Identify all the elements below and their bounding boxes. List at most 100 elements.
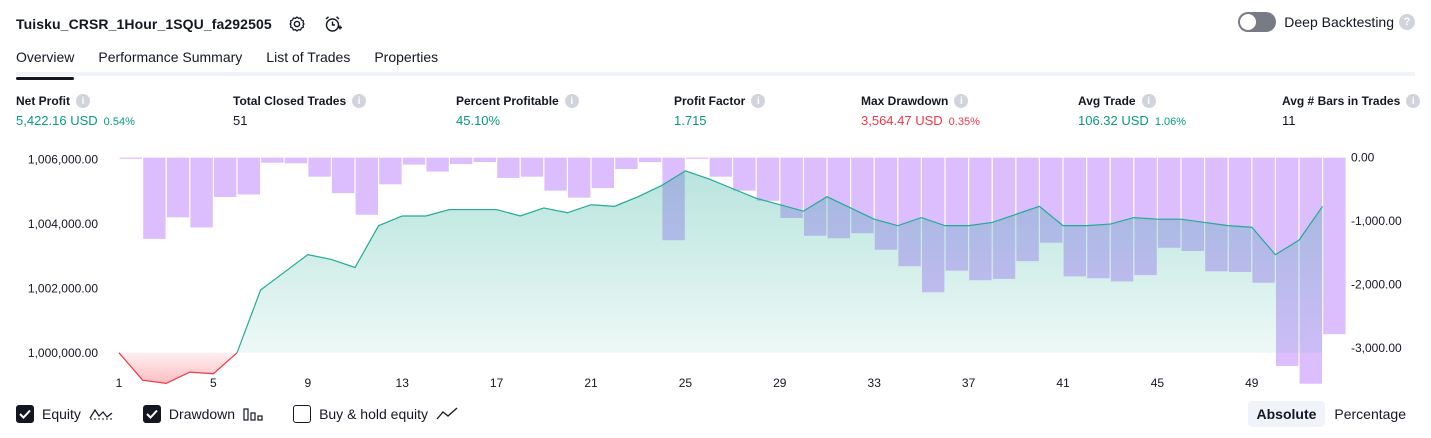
info-icon[interactable]: i xyxy=(1406,94,1421,108)
legend-label: Drawdown xyxy=(168,406,236,422)
legend-equity[interactable]: Equity xyxy=(16,405,113,423)
drawdown-bar xyxy=(332,157,355,194)
stat-value: 5,422.16 USD xyxy=(16,113,98,128)
stat-value: 11 xyxy=(1282,113,1296,128)
x-tick-label: 9 xyxy=(304,376,311,390)
legend-buy-hold-equity[interactable]: Buy & hold equity xyxy=(293,405,458,423)
tab-overview[interactable]: Overview xyxy=(16,44,75,80)
info-icon[interactable]: i xyxy=(751,94,766,108)
absolute-button[interactable]: Absolute xyxy=(1247,401,1326,427)
x-tick-label: 21 xyxy=(584,376,598,390)
drawdown-bar xyxy=(520,157,544,177)
drawdown-bar xyxy=(143,157,166,239)
x-tick-label: 1 xyxy=(116,376,123,390)
drawdown-bar xyxy=(237,157,260,195)
drawdown-bar xyxy=(544,157,567,191)
info-icon[interactable]: i xyxy=(954,94,969,108)
value-mode-switch: Absolute Percentage xyxy=(1247,401,1416,427)
stat-avg-bars-in-trades: Avg # Bars in Trades i 11 xyxy=(1282,94,1421,128)
x-tick-label: 13 xyxy=(396,376,410,390)
info-icon[interactable]: i xyxy=(1141,94,1156,108)
tab-list-of-trades[interactable]: List of Trades xyxy=(266,49,351,65)
right-tick-label: -2,000.00 xyxy=(1351,278,1402,292)
chart-legend: Equity Drawdown Buy & hold equity xyxy=(16,402,488,426)
info-icon[interactable]: i xyxy=(352,94,367,108)
stat-percent: 0.35% xyxy=(948,116,980,128)
percentage-button[interactable]: Percentage xyxy=(1334,406,1406,422)
stat-value: 51 xyxy=(233,113,248,128)
info-icon[interactable]: i xyxy=(76,94,90,108)
drawdown-bar xyxy=(355,157,378,215)
x-tick-label: 29 xyxy=(773,376,787,390)
x-tick-label: 33 xyxy=(868,376,882,390)
equity-profit-line xyxy=(236,170,1324,354)
checkbox-unchecked-icon[interactable] xyxy=(293,405,312,423)
right-axis: 0.00 -1,000.00 -2,000.00 -3,000.00 xyxy=(1351,151,1402,356)
drawdown-bar xyxy=(568,157,591,198)
stat-percent: 1.06% xyxy=(1154,116,1187,128)
help-icon[interactable]: ? xyxy=(1399,14,1415,30)
x-tick-label: 45 xyxy=(1151,376,1165,390)
stat-percent: 0.54% xyxy=(103,116,135,128)
info-icon[interactable]: i xyxy=(564,94,579,108)
left-tick-label: 1,004,000.00 xyxy=(28,217,98,231)
drawdown-bar xyxy=(780,157,803,218)
strategy-header: Tuisku_CRSR_1Hour_1SQU_fa292505 xyxy=(16,10,344,38)
deep-backtesting: Deep Backtesting ? xyxy=(1238,12,1415,32)
stats-row: Net Profit i 5,422.16 USD 0.54% Total Clos… xyxy=(16,94,1421,134)
stat-total-closed-trades: Total Closed Trades i 51 xyxy=(233,94,367,128)
deep-backtesting-toggle[interactable] xyxy=(1238,12,1277,32)
tab-properties[interactable]: Properties xyxy=(374,49,439,65)
stat-label: Max Drawdown xyxy=(861,94,949,108)
checkbox-checked-icon[interactable] xyxy=(142,405,161,423)
drawdown-bar xyxy=(686,157,709,159)
alarm-add-icon[interactable] xyxy=(322,13,344,35)
left-tick-label: 1,000,000.00 xyxy=(28,346,98,360)
drawdown-bar xyxy=(379,157,402,185)
drawdown-bar xyxy=(1323,157,1346,335)
x-axis: 1 5 9 13 17 21 25 29 33 37 41 45 49 xyxy=(116,376,1259,390)
drawdown-bar xyxy=(450,157,473,164)
buy-hold-line-icon xyxy=(436,407,458,421)
equity-drawdown-chart[interactable]: 1,006,000.00 1,004,000.00 1,002,000.00 1,00… xyxy=(0,140,1431,395)
drawdown-bar xyxy=(426,157,449,172)
drawdown-bar xyxy=(284,157,308,164)
strategy-title: Tuisku_CRSR_1Hour_1SQU_fa292505 xyxy=(16,16,272,32)
drawdown-bar xyxy=(733,157,756,191)
drawdown-bar xyxy=(591,157,614,189)
stat-label: Total Closed Trades xyxy=(233,94,347,108)
checkbox-checked-icon[interactable] xyxy=(16,405,34,423)
drawdown-bar xyxy=(402,157,426,165)
tab-bar: Overview Performance Summary List of Tra… xyxy=(16,44,1415,80)
drawdown-bars-icon xyxy=(243,407,263,421)
left-tick-label: 1,006,000.00 xyxy=(28,153,98,167)
drawdown-bar xyxy=(473,157,496,163)
equity-line-icon xyxy=(89,407,113,421)
drawdown-bar xyxy=(119,157,142,159)
stat-profit-factor: Profit Factor i 1.715 xyxy=(674,94,766,128)
stat-avg-trade: Avg Trade i 106.32 USD 1.06% xyxy=(1078,94,1186,128)
left-tick-label: 1,002,000.00 xyxy=(28,281,98,295)
drawdown-bar xyxy=(166,157,190,218)
drawdown-bar xyxy=(190,157,213,228)
right-tick-label: -3,000.00 xyxy=(1351,341,1402,355)
legend-label: Buy & hold equity xyxy=(319,406,429,422)
gear-icon[interactable] xyxy=(286,13,308,35)
x-tick-label: 25 xyxy=(679,376,693,390)
x-tick-label: 41 xyxy=(1056,376,1070,390)
stat-percent-profitable: Percent Profitable i 45.10% xyxy=(456,94,579,128)
stat-label: Avg # Bars in Trades xyxy=(1282,94,1401,108)
drawdown-bar xyxy=(308,157,331,177)
stat-value: 3,564.47 USD xyxy=(861,113,943,128)
tab-performance-summary[interactable]: Performance Summary xyxy=(98,49,243,65)
drawdown-bar xyxy=(615,157,638,170)
stat-max-drawdown: Max Drawdown i 3,564.47 USD 0.35% xyxy=(861,94,980,128)
drawdown-bar xyxy=(756,157,780,201)
x-tick-label: 5 xyxy=(210,376,217,390)
legend-label: Equity xyxy=(42,406,81,422)
equity-area xyxy=(118,170,1324,385)
drawdown-bar xyxy=(497,157,520,178)
drawdown-bar xyxy=(214,157,237,197)
legend-drawdown[interactable]: Drawdown xyxy=(142,405,263,423)
x-tick-label: 17 xyxy=(490,376,504,390)
